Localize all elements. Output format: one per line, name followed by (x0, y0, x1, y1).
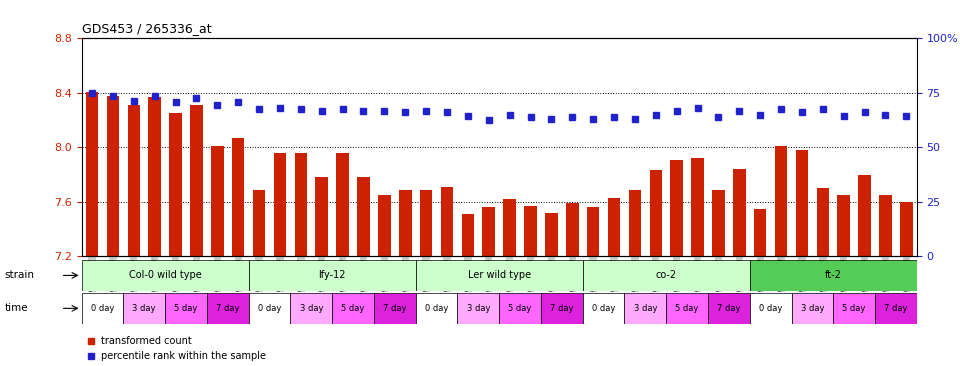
Bar (316, 177, 328, 256)
Bar (833, 293, 876, 324)
Bar (608, 198, 620, 256)
Bar (879, 195, 892, 256)
Text: 3 day: 3 day (634, 304, 657, 313)
Bar (462, 214, 474, 256)
Text: lfy-12: lfy-12 (319, 270, 346, 280)
Bar (791, 293, 833, 324)
Text: Ler wild type: Ler wild type (468, 270, 531, 280)
Bar (583, 260, 750, 291)
Bar (712, 190, 725, 256)
Bar (796, 150, 808, 256)
Text: 3 day: 3 day (132, 304, 156, 313)
Bar (629, 190, 641, 256)
Text: co-2: co-2 (656, 270, 677, 280)
Bar (483, 207, 495, 256)
Bar (545, 213, 558, 256)
Bar (775, 146, 787, 256)
Bar (249, 293, 290, 324)
Bar (420, 190, 432, 256)
Text: 5 day: 5 day (509, 304, 532, 313)
Bar (900, 202, 913, 256)
Bar (123, 293, 165, 324)
Bar (876, 293, 917, 324)
Text: 3 day: 3 day (300, 304, 323, 313)
Bar (416, 293, 457, 324)
Text: 5 day: 5 day (676, 304, 699, 313)
Bar (274, 153, 286, 256)
Bar (499, 293, 541, 324)
Bar (583, 293, 624, 324)
Bar (85, 92, 98, 256)
Bar (374, 293, 416, 324)
Bar (503, 199, 516, 256)
Bar (169, 113, 181, 256)
Bar (457, 293, 499, 324)
Bar (858, 175, 871, 256)
Text: 0 day: 0 day (258, 304, 281, 313)
Text: 7 day: 7 day (216, 304, 239, 313)
Bar (149, 97, 161, 256)
Bar (378, 195, 391, 256)
Bar (416, 260, 583, 291)
Bar (754, 209, 766, 256)
Bar (252, 190, 265, 256)
Bar (441, 187, 453, 256)
Bar (336, 153, 348, 256)
Bar (207, 293, 249, 324)
Bar (587, 207, 599, 256)
Text: 7 day: 7 day (884, 304, 907, 313)
Text: Col-0 wild type: Col-0 wild type (129, 270, 202, 280)
Bar (650, 171, 662, 256)
Bar (190, 105, 203, 256)
Text: time: time (5, 303, 29, 313)
Text: 3 day: 3 day (467, 304, 490, 313)
Bar (399, 190, 412, 256)
Bar (837, 195, 850, 256)
Text: ft-2: ft-2 (825, 270, 842, 280)
Bar (332, 293, 373, 324)
Bar (82, 260, 249, 291)
Bar (666, 293, 708, 324)
Text: 5 day: 5 day (175, 304, 198, 313)
Text: 0 day: 0 day (592, 304, 615, 313)
Bar (82, 293, 123, 324)
Text: 7 day: 7 day (717, 304, 740, 313)
Bar (566, 203, 579, 256)
Text: 7 day: 7 day (383, 304, 406, 313)
Bar (733, 169, 746, 256)
Bar (708, 293, 750, 324)
Bar (670, 160, 683, 256)
Text: strain: strain (5, 270, 35, 280)
Bar (691, 158, 704, 256)
Bar (750, 293, 791, 324)
Text: 0 day: 0 day (759, 304, 782, 313)
Legend: transformed count, percentile rank within the sample: transformed count, percentile rank withi… (86, 336, 266, 361)
Bar (249, 260, 416, 291)
Text: 7 day: 7 day (550, 304, 573, 313)
Bar (295, 153, 307, 256)
Bar (128, 105, 140, 256)
Bar (540, 293, 583, 324)
Bar (232, 138, 245, 256)
Text: 5 day: 5 day (342, 304, 365, 313)
Text: 0 day: 0 day (425, 304, 448, 313)
Bar (524, 206, 537, 256)
Bar (290, 293, 332, 324)
Text: 3 day: 3 day (801, 304, 824, 313)
Bar (165, 293, 207, 324)
Bar (750, 260, 917, 291)
Bar (624, 293, 666, 324)
Text: GDS453 / 265336_at: GDS453 / 265336_at (82, 22, 211, 35)
Bar (817, 188, 829, 256)
Bar (357, 177, 370, 256)
Bar (211, 146, 224, 256)
Bar (107, 96, 119, 256)
Text: 0 day: 0 day (91, 304, 114, 313)
Text: 5 day: 5 day (843, 304, 866, 313)
